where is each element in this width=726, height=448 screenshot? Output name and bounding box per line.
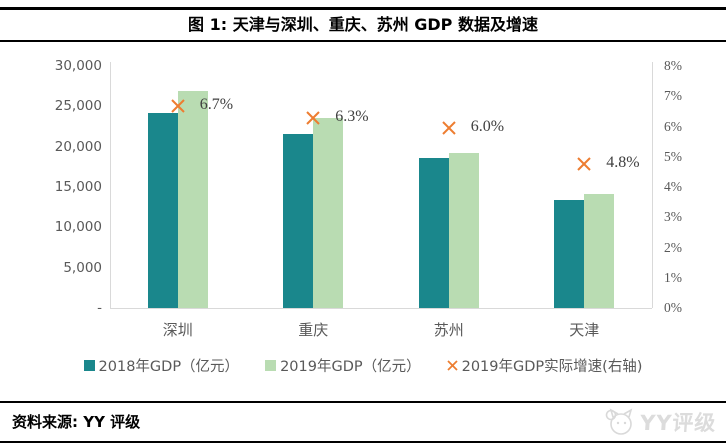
legend-swatch-icon	[83, 359, 95, 371]
right-axis-tick-label: 0%	[664, 300, 682, 315]
bar-2018年GDP（亿元）-深圳	[147, 112, 178, 308]
bottom-rule	[0, 441, 726, 443]
x-axis-category-label: 苏州	[433, 321, 464, 339]
title-divider	[0, 40, 726, 42]
growth-marker-深圳	[171, 98, 185, 114]
brand-text: YY评级	[638, 411, 717, 435]
bar-2019年GDP（亿元）-深圳	[177, 90, 208, 308]
growth-marker-天津	[577, 156, 591, 171]
y-axis-tick-label: -	[97, 300, 102, 316]
legend-label: 2019年GDP实际增速(右轴)	[461, 358, 643, 375]
right-axis-tick-label: 7%	[664, 88, 682, 104]
y-axis-tick-label: 25,000	[54, 98, 102, 115]
gdp-bar-chart: 30,000 25,000 20,000 15,000 10,000 5,000 - 8% 7%…	[0, 45, 726, 395]
legend-label: 2019年GDP（亿元）	[280, 358, 421, 375]
right-axis-tick-label: 3%	[664, 209, 682, 225]
x-axis-line	[110, 308, 652, 309]
y-axis-tick-label: 10,000	[54, 219, 102, 236]
growth-marker-苏州	[442, 120, 456, 135]
y-axis-tick-label: 20,000	[54, 138, 102, 155]
bar-2018年GDP（亿元）-重庆	[283, 133, 314, 308]
growth-data-label: 4.8%	[606, 153, 640, 171]
x-axis-category-label: 深圳	[162, 321, 193, 339]
legend-item: 2019年GDP（亿元）	[265, 355, 421, 376]
y-axis-line	[110, 62, 111, 308]
growth-data-label: 6.7%	[199, 96, 234, 114]
bar-2019年GDP（亿元）-天津	[584, 194, 615, 308]
bar-2019年GDP（亿元）-重庆	[313, 117, 344, 308]
right-axis-line	[652, 62, 653, 308]
source-note: 资料来源: YY 评级	[12, 413, 141, 431]
legend-swatch-icon	[265, 359, 277, 371]
cat-logo-icon	[605, 408, 632, 435]
top-rule	[0, 7, 726, 10]
bar-2018年GDP（亿元）-苏州	[418, 157, 449, 308]
growth-marker-重庆	[306, 110, 320, 126]
x-axis-category-label: 重庆	[298, 321, 329, 339]
right-axis-tick-label: 1%	[664, 269, 682, 285]
chart-legend: 2018年GDP（亿元） 2019年GDP（亿元） 2019年GDP实际增速(右轴)	[0, 354, 726, 376]
growth-data-label: 6.0%	[470, 117, 505, 135]
y-axis-tick-label: 30,000	[54, 58, 102, 74]
legend-item: 2019年GDP实际增速(右轴)	[446, 355, 643, 376]
y-axis-tick-label: 5,000	[63, 259, 102, 276]
bar-2018年GDP（亿元）-天津	[554, 200, 585, 308]
y-axis-tick-label: 15,000	[54, 179, 102, 195]
growth-data-label: 6.3%	[335, 108, 369, 126]
legend-x-marker-icon	[446, 359, 458, 371]
bar-2019年GDP（亿元）-苏州	[448, 152, 479, 308]
x-axis-category-label: 天津	[569, 321, 600, 339]
brand-watermark: YY评级	[602, 404, 717, 440]
legend-label: 2018年GDP（亿元）	[98, 358, 240, 375]
right-axis-tick-label: 2%	[664, 239, 682, 255]
right-axis-tick-label: 6%	[664, 118, 682, 134]
right-axis-tick-label: 8%	[664, 58, 682, 73]
right-axis-tick-label: 4%	[664, 179, 682, 194]
legend-item: 2018年GDP（亿元）	[83, 355, 240, 376]
right-axis-tick-label: 5%	[664, 148, 682, 164]
figure-title: 图 1: 天津与深圳、重庆、苏州 GDP 数据及增速	[188, 15, 538, 34]
footer-divider	[0, 401, 726, 403]
